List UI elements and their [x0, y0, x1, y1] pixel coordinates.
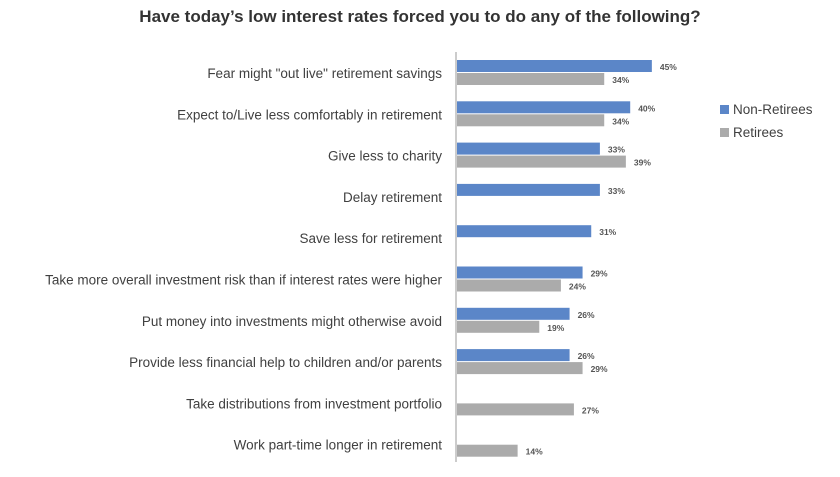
retirees-bar: [457, 73, 605, 85]
legend: Non-Retirees Retirees: [720, 102, 813, 140]
non-retirees-bar: [457, 307, 570, 320]
non-retirees-value-label: 40%: [638, 103, 655, 113]
category-label: Fear might "out live" retirement savings: [207, 66, 442, 81]
retirees-value-label: 14%: [526, 447, 543, 457]
non-retirees-value-label: 33%: [608, 186, 625, 196]
non-retirees-bar: [457, 183, 600, 196]
retirees-value-label: 27%: [582, 405, 599, 415]
retirees-value-label: 24%: [569, 282, 586, 292]
category-label: Take distributions from investment portf…: [186, 396, 442, 411]
non-retirees-bar: [457, 266, 583, 279]
non-retirees-bar: [457, 60, 652, 72]
category-label: Save less for retirement: [299, 231, 442, 246]
category-label: Put money into investments might otherwi…: [142, 314, 442, 329]
legend-label-retirees: Retirees: [733, 125, 784, 140]
non-retirees-value-label: 26%: [578, 351, 595, 361]
retirees-bar: [457, 114, 605, 127]
retirees-bar: [457, 362, 583, 375]
retirees-bar: [457, 403, 574, 416]
retirees-value-label: 34%: [612, 116, 629, 126]
value-labels: 45% 34% 40% 34% 33% 39% 33% 31% 29% 24% 26% 19% 26% 2…: [526, 62, 678, 457]
category-label: Delay retirement: [343, 190, 442, 205]
retirees-value-label: 19%: [547, 323, 564, 333]
legend-label-non-retirees: Non-Retirees: [733, 102, 813, 117]
non-retirees-value-label: 33%: [608, 145, 625, 155]
category-label: Take more overall investment risk than i…: [45, 273, 442, 288]
non-retirees-bar: [457, 101, 631, 114]
legend-swatch-retirees: [720, 128, 729, 137]
retirees-bar: [457, 279, 561, 292]
non-retirees-bar: [457, 349, 570, 362]
category-label: Work part-time longer in retirement: [234, 438, 443, 453]
non-retirees-bar: [457, 142, 600, 155]
non-retirees-value-label: 45%: [660, 62, 677, 72]
non-retirees-bar: [457, 225, 592, 238]
retirees-value-label: 39%: [634, 158, 651, 168]
non-retirees-value-label: 29%: [591, 269, 608, 279]
non-retirees-value-label: 31%: [599, 227, 616, 237]
category-label: Give less to charity: [328, 149, 442, 164]
retirees-bar: [457, 155, 626, 168]
non-retirees-value-label: 26%: [578, 310, 595, 320]
legend-swatch-non-retirees: [720, 105, 729, 114]
retirees-bar: [457, 444, 518, 457]
category-label: Provide less financial help to children …: [129, 355, 442, 370]
bars: [457, 60, 652, 457]
category-label: Expect to/Live less comfortably in retir…: [177, 107, 442, 122]
retirees-value-label: 29%: [591, 364, 608, 374]
chart-title: Have today’s low interest rates forced y…: [139, 7, 700, 26]
category-labels: Fear might "out live" retirement savings…: [45, 66, 442, 453]
retirees-bar: [457, 320, 540, 333]
retirees-value-label: 34%: [612, 75, 629, 85]
